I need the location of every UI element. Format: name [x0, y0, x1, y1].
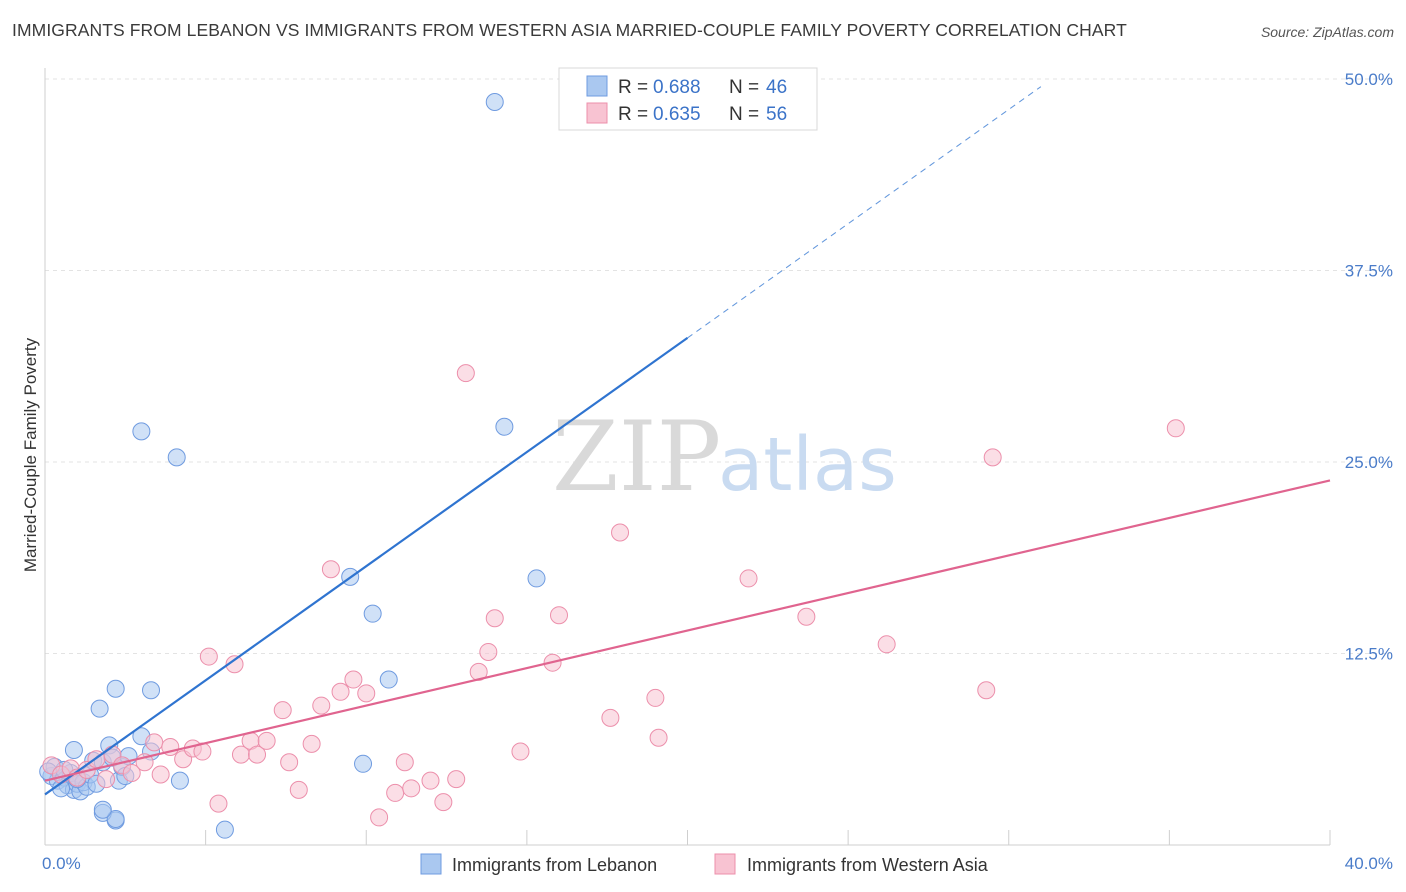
trend-layer — [44, 86, 1331, 796]
point-series-1-44 — [511, 742, 530, 761]
y-axis-label: Married-Couple Family Poverty — [21, 337, 40, 572]
point-series-1-18 — [209, 794, 228, 813]
point-series-1-36 — [402, 779, 421, 798]
bottom-legend-label-lebanon: Immigrants from Lebanon — [452, 855, 657, 875]
point-series-1-50 — [649, 728, 668, 747]
point-series-1-22 — [248, 745, 267, 764]
point-series-1-32 — [357, 684, 376, 703]
point-series-1-19 — [225, 655, 244, 674]
legend-n-label-lebanon: N = — [729, 77, 759, 98]
point-series-1-54 — [977, 681, 996, 700]
legend-n-value-lebanon: 46 — [766, 77, 787, 98]
trend-line-series-0 — [44, 337, 689, 796]
point-series-1-27 — [302, 734, 321, 753]
watermark: ZIP atlas — [552, 401, 897, 513]
point-series-0-14 — [90, 699, 109, 718]
grid-layer — [45, 78, 1392, 654]
point-series-0-12 — [64, 741, 83, 760]
point-series-0-24 — [106, 809, 125, 828]
chart-source: Source: ZipAtlas.com — [1260, 24, 1394, 40]
y-tick-label-2: 37.5% — [1345, 262, 1393, 281]
y-tick-label-3: 50.0% — [1345, 70, 1393, 89]
point-series-1-33 — [370, 808, 389, 827]
bottom-legend-label-western-asia: Immigrants from Western Asia — [747, 855, 989, 875]
point-series-1-17 — [199, 647, 218, 666]
legend-n-value-western-asia: 56 — [766, 104, 787, 125]
ticks-layer: 12.5% 25.0% 37.5% 50.0% 0.0% 40.0% — [42, 70, 1393, 873]
point-series-1-46 — [550, 606, 568, 625]
point-series-1-51 — [739, 569, 758, 588]
point-series-0-30 — [132, 422, 151, 441]
axes-layer — [44, 68, 1331, 846]
point-series-1-28 — [312, 696, 331, 715]
point-series-1-47 — [601, 708, 620, 727]
y-tick-label-0: 12.5% — [1345, 645, 1393, 664]
point-series-1-56 — [1166, 419, 1185, 438]
bottom-legend: Immigrants from Lebanon Immigrants from … — [420, 853, 989, 875]
point-series-0-39 — [527, 569, 546, 588]
x-tick-label-1: 40.0% — [1345, 854, 1393, 873]
point-series-0-32 — [215, 820, 234, 839]
point-series-1-55 — [983, 448, 1002, 467]
point-series-1-23 — [257, 731, 276, 750]
chart-title: IMMIGRANTS FROM LEBANON VS IMMIGRANTS FR… — [12, 20, 1127, 40]
point-series-1-49 — [646, 688, 665, 707]
y-tick-label-1: 25.0% — [1345, 453, 1393, 472]
point-series-1-38 — [434, 793, 453, 812]
point-series-0-25 — [93, 800, 112, 819]
point-series-0-20 — [106, 679, 125, 698]
watermark-atlas: atlas — [718, 422, 897, 508]
bottom-legend-swatch-lebanon — [420, 853, 442, 875]
legend-r-label-lebanon: R = — [618, 77, 648, 98]
point-series-0-36 — [379, 670, 398, 689]
legend-n-label-western-asia: N = — [729, 104, 759, 125]
point-series-1-43 — [485, 609, 504, 628]
point-series-0-35 — [354, 754, 373, 773]
point-series-1-29 — [321, 560, 340, 579]
point-series-1-42 — [479, 642, 498, 661]
point-series-1-12 — [151, 765, 170, 784]
point-series-1-9 — [122, 763, 141, 782]
point-series-1-6 — [97, 770, 116, 789]
point-series-0-38 — [495, 417, 514, 436]
trend-line-series-1 — [44, 479, 1331, 782]
point-series-1-35 — [395, 753, 414, 772]
point-series-1-37 — [421, 771, 440, 790]
point-series-1-24 — [273, 701, 292, 720]
legend-r-label-western-asia: R = — [618, 104, 648, 125]
point-series-1-53 — [877, 635, 896, 654]
point-series-1-52 — [797, 607, 816, 626]
legend-r-value-western-asia: 0.635 — [653, 104, 701, 125]
bottom-legend-swatch-western-asia — [714, 853, 736, 875]
point-series-1-31 — [344, 670, 363, 689]
point-series-1-11 — [145, 733, 164, 752]
point-series-1-48 — [611, 523, 630, 542]
legend-r-value-lebanon: 0.688 — [653, 77, 701, 98]
point-series-0-37 — [485, 92, 504, 111]
point-series-1-40 — [456, 364, 475, 383]
point-series-0-28 — [142, 681, 161, 700]
points-layer — [39, 92, 1185, 839]
point-series-1-26 — [289, 780, 308, 799]
point-series-0-29 — [170, 771, 189, 790]
legend-swatch-lebanon — [586, 75, 608, 97]
point-series-1-39 — [447, 770, 466, 789]
legend: R = 0.688 N = 46 R = 0.635 N = 56 — [558, 67, 818, 131]
legend-swatch-western-asia — [586, 102, 608, 124]
point-series-1-30 — [331, 682, 350, 701]
point-series-0-34 — [363, 604, 382, 623]
watermark-zip: ZIP — [552, 401, 721, 513]
point-series-0-31 — [167, 448, 186, 467]
x-tick-label-0: 0.0% — [42, 854, 81, 873]
point-series-1-34 — [386, 783, 405, 802]
point-series-1-25 — [280, 753, 299, 772]
